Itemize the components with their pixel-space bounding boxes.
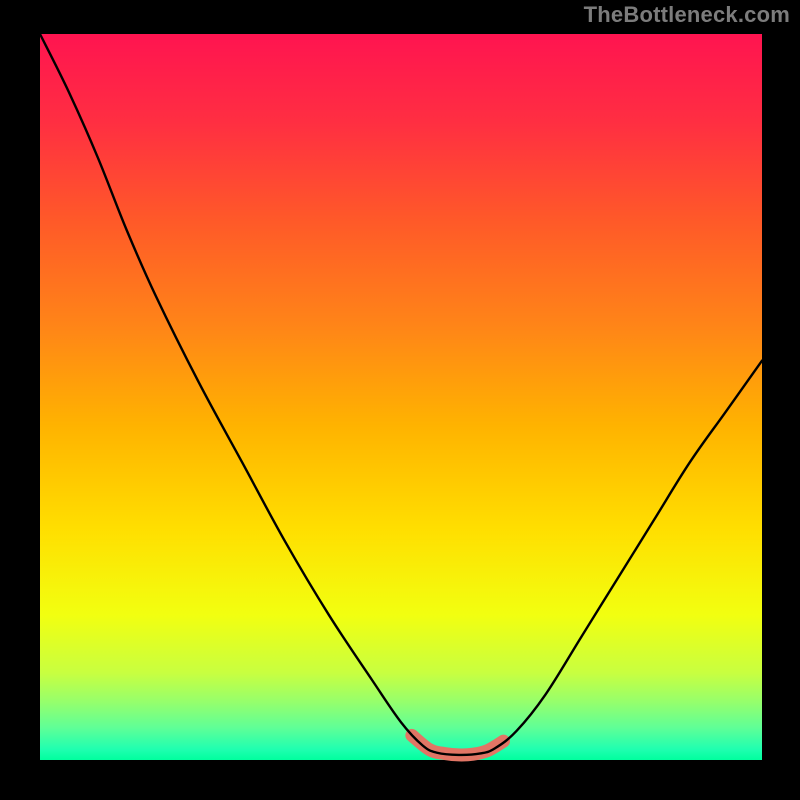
chart-svg	[0, 0, 800, 800]
chart-stage: TheBottleneck.com	[0, 0, 800, 800]
watermark-text: TheBottleneck.com	[584, 2, 790, 28]
plot-background	[40, 34, 762, 760]
